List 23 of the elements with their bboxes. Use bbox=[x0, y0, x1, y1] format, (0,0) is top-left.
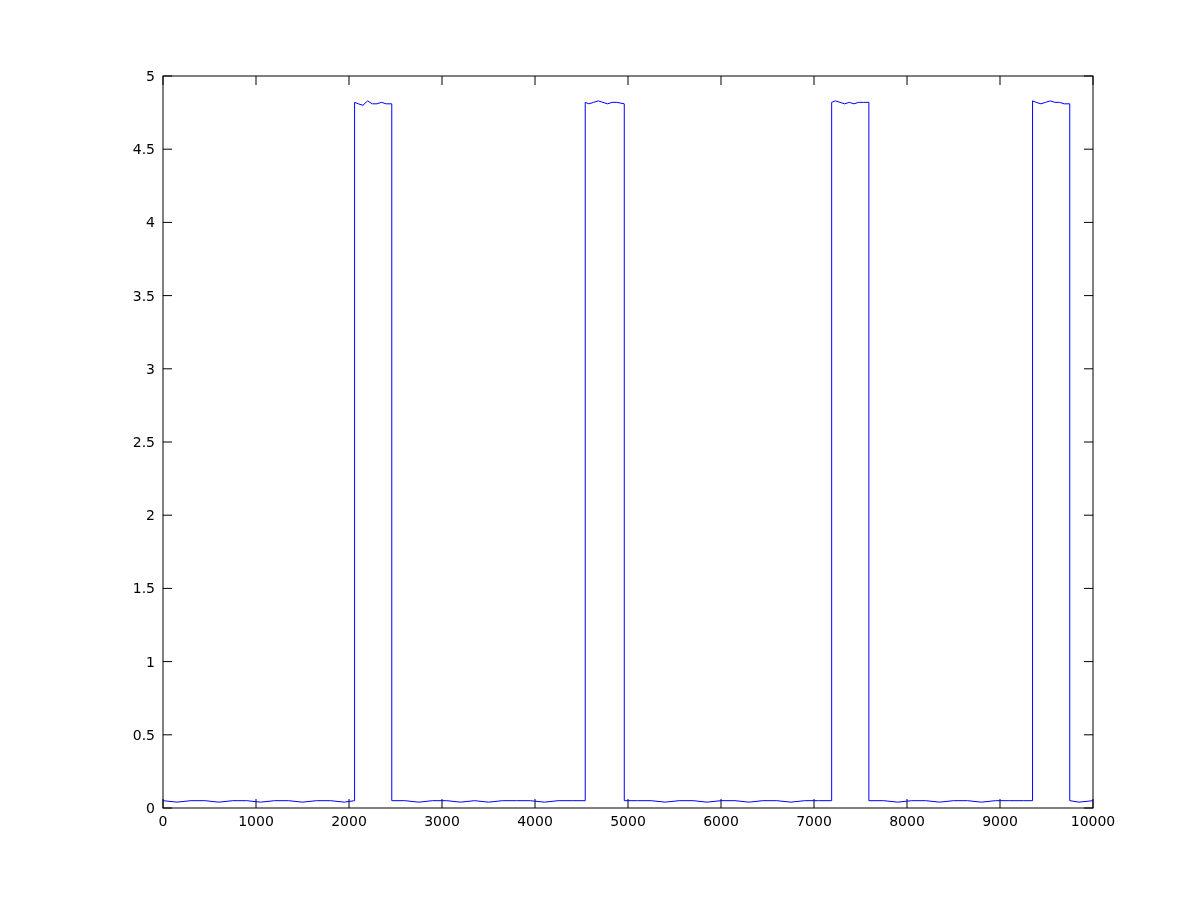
y-tick-label: 3 bbox=[146, 360, 155, 377]
y-tick-label: 0.5 bbox=[132, 726, 155, 743]
y-tick-label: 1.5 bbox=[132, 580, 155, 597]
x-tick-label: 7000 bbox=[796, 813, 832, 829]
x-tick-label: 10000 bbox=[1070, 813, 1116, 829]
x-tick-label: 0 bbox=[158, 813, 168, 829]
x-tick-label: 1000 bbox=[238, 813, 274, 829]
x-tick-label: 9000 bbox=[982, 813, 1018, 829]
x-tick-label: 8000 bbox=[889, 813, 925, 829]
y-tick-label: 2 bbox=[146, 507, 155, 524]
y-tick-label: 1 bbox=[146, 653, 155, 670]
x-tick-label: 3000 bbox=[424, 813, 460, 829]
line-series bbox=[162, 100, 1094, 803]
y-tick-label: 2.5 bbox=[132, 433, 155, 450]
y-tick-label: 4 bbox=[146, 214, 156, 231]
y-tick-label: 0 bbox=[146, 799, 155, 816]
y-tick-label: 4.5 bbox=[132, 141, 155, 158]
x-tick-label: 2000 bbox=[331, 813, 367, 829]
x-tick-label: 6000 bbox=[703, 813, 739, 829]
y-tick-label: 3.5 bbox=[132, 287, 155, 304]
x-tick-label: 4000 bbox=[517, 813, 553, 829]
y-tick-label: 5 bbox=[146, 67, 155, 84]
x-tick-label: 5000 bbox=[610, 813, 646, 829]
